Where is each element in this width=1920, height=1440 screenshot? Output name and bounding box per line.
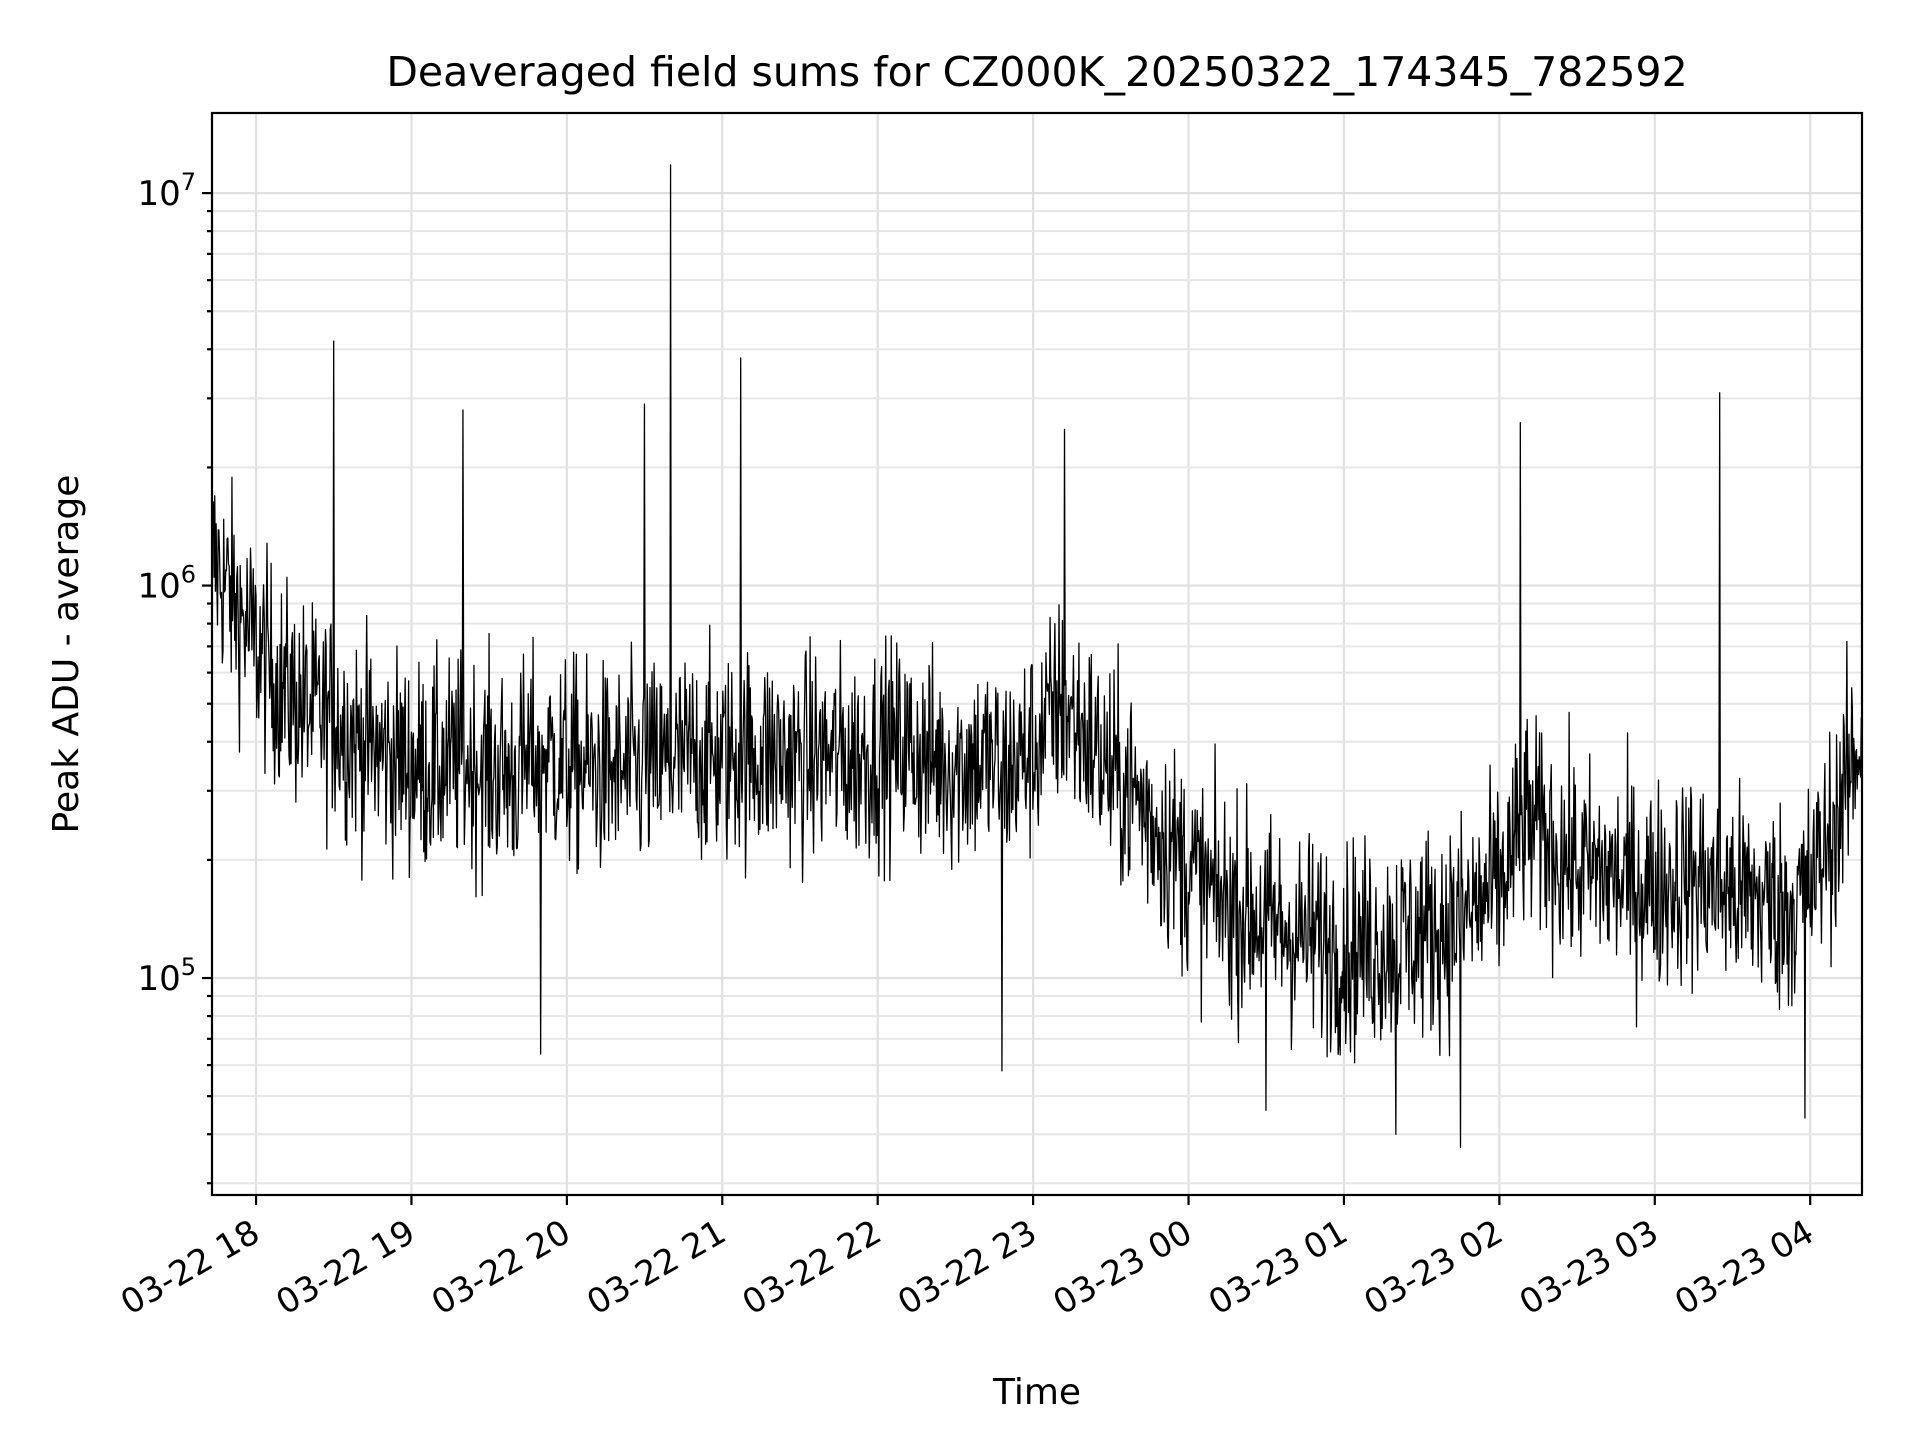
- x-tick-label: 03-23 04: [1668, 1212, 1820, 1323]
- plot-frame: [210, 111, 1864, 1197]
- axis-ticks: [202, 192, 1812, 1205]
- x-tick-labels: 03-22 18 03-22 19 03-22 20 03-22 21 03-22 22…: [114, 1212, 1821, 1323]
- y-tick-labels: 105 106 107: [137, 168, 196, 999]
- x-tick-label: 03-23 02: [1357, 1212, 1509, 1323]
- chart-title: Deaveraged field sums for CZ000K_2025032…: [386, 48, 1687, 96]
- series-layer: [211, 164, 1863, 1149]
- x-axis-label: Time: [992, 1372, 1081, 1413]
- series-line: [211, 164, 1863, 1149]
- x-tick-label: 03-22 20: [425, 1212, 577, 1323]
- x-tick-label: 03-22 23: [891, 1212, 1043, 1323]
- y-tick-label: 105: [137, 953, 196, 999]
- y-axis-label: Peak ADU - average: [46, 475, 87, 834]
- x-tick-label: 03-22 18: [114, 1212, 266, 1323]
- y-tick-label: 107: [137, 168, 196, 214]
- x-tick-label: 03-22 22: [736, 1212, 888, 1323]
- x-tick-label: 03-23 01: [1202, 1212, 1354, 1323]
- x-tick-label: 03-23 00: [1047, 1212, 1199, 1323]
- x-tick-label: 03-22 21: [580, 1212, 732, 1323]
- grid: [212, 113, 1862, 1195]
- y-tick-label: 106: [137, 561, 196, 607]
- x-tick-label: 03-23 03: [1513, 1212, 1665, 1323]
- x-tick-label: 03-22 19: [270, 1212, 422, 1323]
